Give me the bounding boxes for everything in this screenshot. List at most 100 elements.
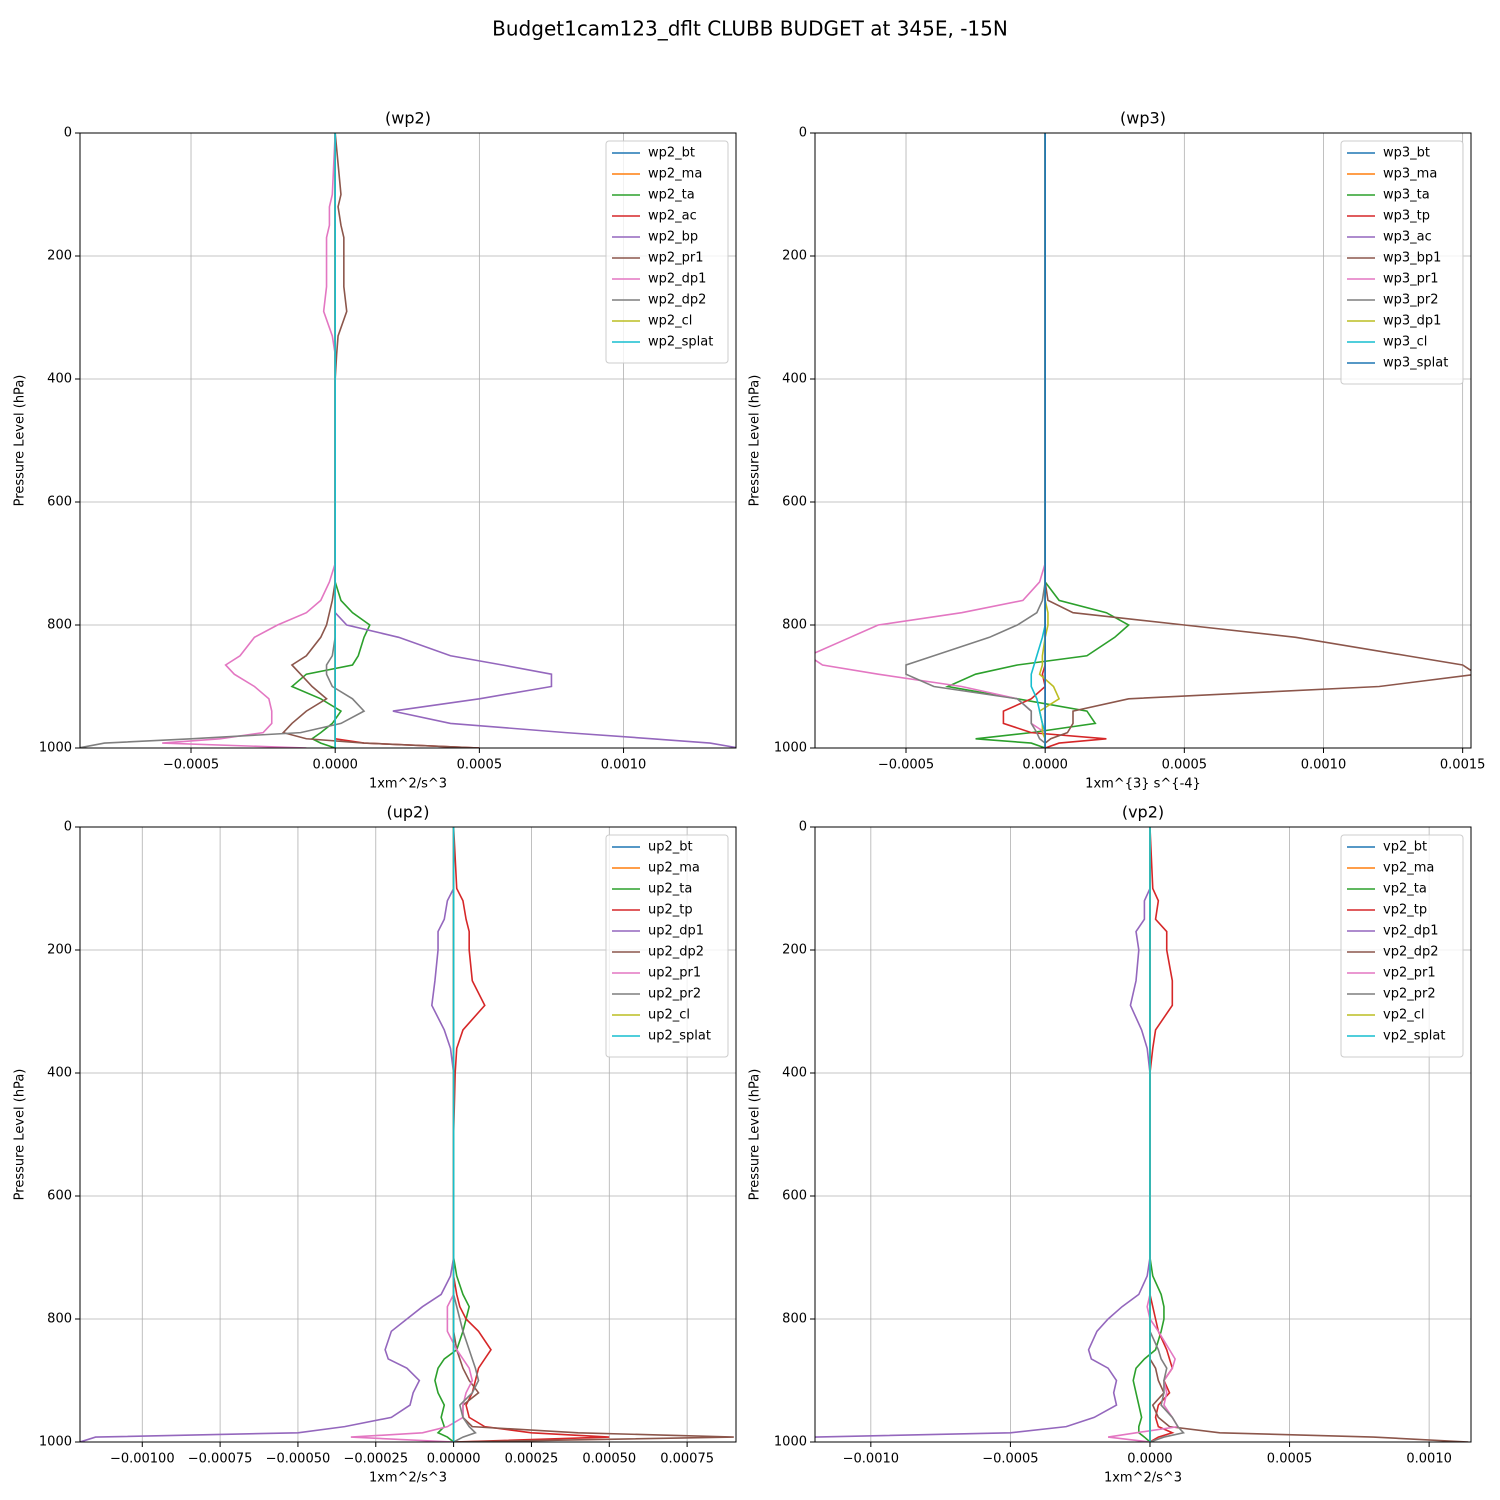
legend-label: wp3_tp <box>1383 209 1430 224</box>
y-tick-label: 600 <box>47 1189 72 1204</box>
legend-label: wp2_dp1 <box>648 272 706 287</box>
y-tick-label: 600 <box>782 495 807 510</box>
x-tick-label: 0.0005 <box>1267 1452 1313 1467</box>
y-tick-label: 0 <box>64 126 72 141</box>
legend-label: wp2_cl <box>648 314 692 329</box>
x-axis-label: 1xm^2/s^3 <box>369 1471 447 1486</box>
x-axis-label: 1xm^2/s^3 <box>1104 1471 1182 1486</box>
legend-label: up2_tp <box>648 903 693 918</box>
legend-label: wp3_bp1 <box>1383 251 1441 266</box>
y-tick-label: 1000 <box>39 741 72 756</box>
axes-frame <box>814 132 1472 749</box>
legend-box <box>605 140 729 364</box>
legend-label: up2_bt <box>648 840 693 855</box>
x-tick-label: 0.0005 <box>457 758 503 773</box>
x-tick-label: 0.0010 <box>1301 758 1347 773</box>
y-axis-label: Pressure Level (hPa) <box>748 375 763 507</box>
x-tick-label: 0.0000 <box>1127 1452 1173 1467</box>
legend-label: vp2_bt <box>1383 840 1427 855</box>
x-axis-label: 1xm^2/s^3 <box>369 777 447 792</box>
panel: −0.0005 0.0000 0.0005 0.0010 0.0015 0 200 400 60… <box>748 109 1486 792</box>
axes-frame <box>79 132 737 749</box>
y-tick-label: 200 <box>782 943 807 958</box>
x-tick-label: −0.00050 <box>266 1452 331 1467</box>
x-tick-label: −0.0005 <box>982 1452 1038 1467</box>
x-tick-label: −0.00075 <box>188 1452 253 1467</box>
legend-label: vp2_ta <box>1383 882 1427 897</box>
x-tick-label: 0.0000 <box>312 758 358 773</box>
y-tick-label: 200 <box>47 943 72 958</box>
legend-label: wp2_splat <box>648 335 713 350</box>
legend-label: up2_ta <box>648 882 692 897</box>
y-tick-label: 400 <box>782 1066 807 1081</box>
y-axis-label: Pressure Level (hPa) <box>748 1069 763 1201</box>
y-tick-label: 800 <box>47 1312 72 1327</box>
y-tick-label: 800 <box>782 618 807 633</box>
figure-title: Budget1cam123_dflt CLUBB BUDGET at 345E,… <box>492 17 1008 41</box>
panel-title: (wp3) <box>1120 109 1166 128</box>
y-tick-label: 200 <box>782 249 807 264</box>
legend-label: wp2_ac <box>648 209 697 224</box>
x-tick-label: 0.00000 <box>427 1452 481 1467</box>
x-axis-label: 1xm^{3} s^{-4} <box>1085 777 1201 792</box>
series-line <box>452 827 610 1442</box>
legend-label: wp2_ta <box>648 188 695 203</box>
legend-label: up2_pr2 <box>648 987 701 1002</box>
x-tick-label: 0.0005 <box>1162 758 1208 773</box>
legend-box <box>605 834 729 1058</box>
series-line <box>281 133 480 748</box>
x-tick-label: 0.0010 <box>1406 1452 1452 1467</box>
x-tick-label: −0.0010 <box>843 1452 899 1467</box>
legend-label: vp2_pr2 <box>1383 987 1436 1002</box>
panel-title: (vp2) <box>1122 803 1164 822</box>
series-line <box>815 827 1151 1439</box>
panel-title: (up2) <box>387 803 430 822</box>
y-tick-label: 0 <box>799 126 807 141</box>
y-tick-label: 200 <box>47 249 72 264</box>
legend-box <box>1340 140 1464 385</box>
x-tick-label: 0.00025 <box>505 1452 559 1467</box>
panel-title: (wp2) <box>385 109 431 128</box>
legend-label: vp2_dp2 <box>1383 945 1439 960</box>
y-tick-label: 400 <box>782 372 807 387</box>
legend-label: wp2_pr1 <box>648 251 704 266</box>
legend-label: up2_ma <box>648 861 700 876</box>
legend-label: vp2_cl <box>1383 1008 1424 1023</box>
legend-label: up2_dp2 <box>648 945 704 960</box>
legend-label: wp3_splat <box>1383 356 1448 371</box>
y-tick-label: 1000 <box>774 1435 807 1450</box>
legend-label: vp2_pr1 <box>1383 966 1436 981</box>
y-tick-label: 1000 <box>39 1435 72 1450</box>
legend-label: up2_pr1 <box>648 966 701 981</box>
x-tick-label: −0.00100 <box>110 1452 175 1467</box>
x-tick-label: 0.0010 <box>601 758 647 773</box>
y-tick-label: 0 <box>64 820 72 835</box>
panel: −0.0005 0.0000 0.0005 0.0010 0 200 400 600 800 10… <box>13 109 737 792</box>
legend-label: wp3_pr1 <box>1383 272 1439 287</box>
legend-label: wp2_bp <box>648 230 698 245</box>
y-axis-label: Pressure Level (hPa) <box>13 375 28 507</box>
legend-box <box>1340 834 1464 1058</box>
axes-frame <box>79 826 737 1443</box>
y-tick-label: 600 <box>47 495 72 510</box>
y-tick-label: 0 <box>799 820 807 835</box>
y-tick-label: 600 <box>782 1189 807 1204</box>
x-tick-label: 0.00050 <box>582 1452 636 1467</box>
series-line <box>80 827 455 1442</box>
panel: −0.00100 −0.00075 −0.00050 −0.00025 0.00000 0… <box>13 803 737 1486</box>
legend-label: wp3_ma <box>1383 167 1437 182</box>
x-tick-label: 0.00075 <box>660 1452 714 1467</box>
panel: −0.0010 −0.0005 0.0000 0.0005 0.0010 0 200 400 6… <box>748 803 1472 1486</box>
x-tick-label: 0.0015 <box>1440 758 1486 773</box>
legend-label: wp2_dp2 <box>648 293 706 308</box>
legend-label: wp3_dp1 <box>1383 314 1441 329</box>
y-tick-label: 1000 <box>774 741 807 756</box>
legend-label: vp2_splat <box>1383 1029 1445 1044</box>
x-tick-label: 0.0000 <box>1022 758 1068 773</box>
legend-label: wp3_ac <box>1383 230 1432 245</box>
y-tick-label: 800 <box>47 618 72 633</box>
legend-label: wp3_ta <box>1383 188 1430 203</box>
y-axis-label: Pressure Level (hPa) <box>13 1069 28 1201</box>
